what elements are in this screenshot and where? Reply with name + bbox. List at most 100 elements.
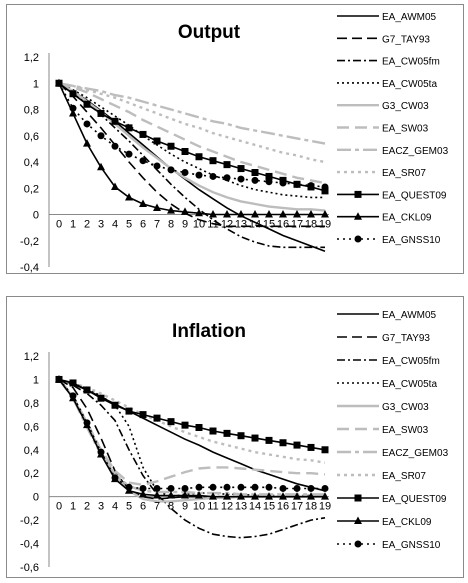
data-point: [83, 386, 91, 394]
x-tick-label: 16: [277, 219, 289, 231]
x-tick-label: 15: [263, 501, 275, 513]
legend-item: EA_CW05ta: [337, 379, 437, 390]
data-point: [251, 176, 259, 184]
legend-item: G7_TAY93: [337, 333, 430, 344]
data-point: [139, 484, 147, 492]
y-tick-label: 1,2: [24, 351, 39, 363]
output-series-g7-tay93: [58, 82, 325, 228]
data-point: [83, 139, 91, 147]
data-point: [307, 492, 315, 500]
legend-item: EA_CKL09: [337, 212, 432, 224]
data-point: [237, 165, 245, 173]
legend-label: EA_CKL09: [382, 517, 432, 528]
data-point: [139, 130, 147, 138]
data-point: [125, 124, 133, 132]
data-point: [307, 484, 315, 492]
legend-label: G3_CW03: [382, 402, 429, 413]
x-tick-label: 13: [235, 219, 247, 231]
legend-item: EA_CW05fm: [337, 57, 440, 68]
x-tick-label: 18: [305, 219, 317, 231]
x-tick-label: 7: [154, 219, 160, 231]
data-point: [223, 429, 231, 437]
output-series-eacz-gem03: [58, 82, 326, 145]
x-tick-label: 3: [98, 501, 104, 513]
data-point: [307, 210, 315, 218]
data-point: [111, 182, 119, 190]
x-tick-label: 0: [56, 219, 62, 231]
data-point: [97, 394, 105, 402]
legend-label: EACZ_GEM03: [382, 448, 449, 459]
data-point: [139, 411, 147, 419]
x-tick-label: 18: [305, 501, 317, 513]
x-tick-label: 9: [182, 501, 188, 513]
x-tick-label: 11: [207, 501, 218, 513]
legend-label: EA_CW05fm: [382, 356, 440, 367]
legend-marker: [354, 516, 362, 524]
inflation-series-ea-sw03: [58, 378, 326, 487]
legend-label: EA_CW05fm: [382, 57, 440, 68]
data-point: [209, 157, 217, 165]
legend-label: EA_SW03: [382, 425, 429, 436]
data-point: [69, 392, 77, 400]
data-point: [153, 137, 161, 145]
output-series-g3-cw03: [58, 82, 326, 212]
data-point: [237, 210, 245, 218]
legend-label: EA_SW03: [382, 124, 429, 135]
x-tick-label: 14: [249, 501, 261, 513]
legend-item: EA_QUEST09: [337, 190, 447, 201]
data-point: [279, 484, 287, 492]
data-point: [139, 157, 147, 165]
data-point: [83, 120, 91, 128]
data-point: [209, 172, 217, 180]
data-point: [97, 132, 105, 140]
legend-marker: [354, 235, 362, 243]
data-point: [97, 109, 105, 117]
data-point: [181, 490, 189, 499]
legend-item: EA_AWM05: [337, 12, 437, 23]
data-point: [265, 210, 273, 218]
y-tick-label: 1: [33, 374, 39, 386]
legend-item: G7_TAY93: [337, 34, 430, 45]
data-point: [83, 419, 91, 427]
data-point: [251, 210, 259, 218]
data-point: [321, 446, 329, 454]
data-point: [181, 421, 189, 429]
data-point: [251, 483, 259, 491]
data-point: [265, 178, 273, 186]
output-series-ea-gnss10: [55, 79, 329, 191]
data-point: [279, 439, 287, 447]
data-point: [279, 179, 287, 187]
data-point: [153, 484, 161, 492]
data-point: [209, 483, 217, 491]
legend-item: EA_GNSS10: [337, 235, 441, 246]
legend-label: G7_TAY93: [382, 333, 430, 344]
x-tick-label: 2: [84, 219, 90, 231]
data-point: [125, 483, 133, 491]
y-tick-label: 0,4: [24, 445, 39, 457]
inflation-chart-panel: Inflation -0,6 -0,4 -0,2 0 0,2 0,4 0,6 0,8 1 1,2 0 1…: [6, 296, 464, 578]
legend-label: EA_QUEST09: [382, 494, 447, 505]
data-point: [209, 427, 217, 435]
data-point: [181, 148, 189, 155]
x-tick-label: 8: [168, 501, 174, 513]
data-point: [279, 210, 287, 218]
y-tick-label: 0,8: [24, 105, 39, 117]
legend-label: EA_GNSS10: [382, 235, 441, 246]
x-tick-label: 12: [221, 501, 233, 513]
x-tick-label: 4: [112, 219, 118, 231]
series-line: [58, 82, 325, 216]
data-point: [97, 162, 105, 171]
output-series-ea-sr07: [58, 82, 326, 164]
y-tick-label: -0,2: [20, 236, 39, 248]
data-point: [195, 483, 203, 491]
data-point: [139, 489, 147, 498]
data-point: [167, 166, 175, 174]
series-line: [58, 82, 325, 199]
data-point: [167, 484, 175, 492]
output-chart: Output-0,4-0,200,20,40,60,811,20 1 2 3 4 5 6 7 8…: [20, 12, 449, 273]
data-point: [279, 492, 287, 500]
series-line: [58, 82, 326, 145]
y-tick-label: 0,4: [24, 157, 39, 169]
y-tick-label: 0: [33, 210, 39, 222]
legend-label: EA_QUEST09: [382, 190, 447, 201]
